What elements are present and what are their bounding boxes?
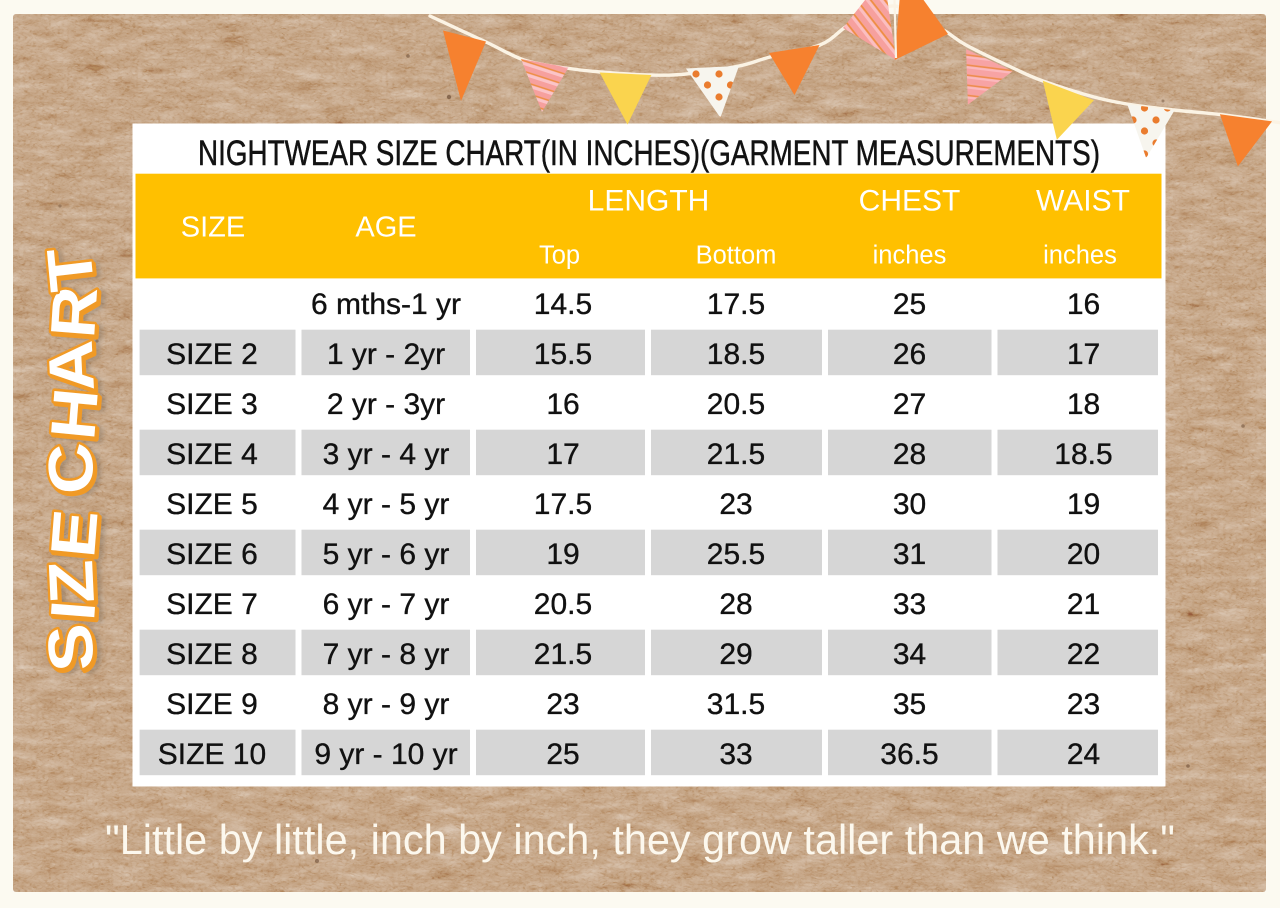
svg-text:25: 25 — [546, 738, 579, 771]
svg-text:WAIST: WAIST — [1036, 185, 1130, 218]
svg-text:33: 33 — [719, 738, 752, 771]
svg-text:1 yr - 2yr: 1 yr - 2yr — [327, 338, 445, 371]
svg-text:25: 25 — [893, 288, 926, 321]
svg-text:SIZE 9: SIZE 9 — [166, 688, 258, 721]
svg-text:7 yr - 8 yr: 7 yr - 8 yr — [323, 638, 450, 671]
svg-text:20: 20 — [1067, 538, 1100, 571]
svg-text:4 yr - 5 yr: 4 yr - 5 yr — [323, 488, 450, 521]
svg-text:31: 31 — [893, 538, 926, 571]
svg-text:17.5: 17.5 — [707, 288, 765, 321]
svg-text:SIZE 4: SIZE 4 — [166, 438, 258, 471]
svg-text:CHEST: CHEST — [859, 185, 961, 218]
svg-text:2 yr - 3yr: 2 yr - 3yr — [327, 388, 445, 421]
svg-text:27: 27 — [893, 388, 926, 421]
svg-text:5 yr - 6 yr: 5 yr - 6 yr — [323, 538, 450, 571]
svg-text:33: 33 — [893, 588, 926, 621]
svg-text:Top: Top — [539, 242, 580, 270]
svg-text:17.5: 17.5 — [534, 488, 592, 521]
svg-text:18: 18 — [1067, 388, 1100, 421]
svg-text:20.5: 20.5 — [707, 388, 765, 421]
svg-text:36.5: 36.5 — [880, 738, 938, 771]
svg-text:15.5: 15.5 — [534, 338, 592, 371]
svg-text:29: 29 — [719, 638, 752, 671]
svg-text:31.5: 31.5 — [707, 688, 765, 721]
svg-text:Bottom: Bottom — [696, 242, 777, 270]
svg-text:24: 24 — [1067, 738, 1100, 771]
svg-text:9 yr - 10 yr: 9 yr - 10 yr — [314, 738, 457, 771]
svg-text:17: 17 — [1067, 338, 1100, 371]
svg-text:SIZE 5: SIZE 5 — [166, 488, 258, 521]
svg-text:23: 23 — [546, 688, 579, 721]
svg-text:SIZE 8: SIZE 8 — [166, 638, 258, 671]
svg-text:6 mths-1 yr: 6 mths-1 yr — [311, 288, 461, 321]
svg-text:SIZE 3: SIZE 3 — [166, 388, 258, 421]
svg-text:LENGTH: LENGTH — [588, 185, 710, 218]
svg-text:26: 26 — [893, 338, 926, 371]
svg-text:28: 28 — [893, 438, 926, 471]
svg-text:14.5: 14.5 — [534, 288, 592, 321]
svg-text:SIZE 7: SIZE 7 — [166, 588, 258, 621]
svg-text:21.5: 21.5 — [534, 638, 592, 671]
svg-text:16: 16 — [1067, 288, 1100, 321]
svg-text:6 yr - 7 yr: 6 yr - 7 yr — [323, 588, 450, 621]
svg-text:SIZE 6: SIZE 6 — [166, 538, 258, 571]
svg-text:25.5: 25.5 — [707, 538, 765, 571]
svg-text:AGE: AGE — [355, 212, 416, 244]
svg-text:30: 30 — [893, 488, 926, 521]
svg-text:18.5: 18.5 — [1054, 438, 1112, 471]
svg-text:SIZE 2: SIZE 2 — [166, 338, 258, 371]
svg-text:34: 34 — [893, 638, 926, 671]
svg-text:19: 19 — [1067, 488, 1100, 521]
svg-text:28: 28 — [719, 588, 752, 621]
svg-text:17: 17 — [546, 438, 579, 471]
svg-text:inches: inches — [873, 242, 947, 270]
svg-text:20.5: 20.5 — [534, 588, 592, 621]
svg-text:SIZE CHART: SIZE CHART — [34, 244, 113, 674]
svg-text:NIGHTWEAR SIZE CHART(IN INCHES: NIGHTWEAR SIZE CHART(IN INCHES)(GARMENT … — [198, 134, 1100, 173]
svg-text:SIZE 10: SIZE 10 — [158, 738, 266, 771]
svg-text:18.5: 18.5 — [707, 338, 765, 371]
svg-text:8 yr - 9 yr: 8 yr - 9 yr — [323, 688, 450, 721]
svg-text:22: 22 — [1067, 638, 1100, 671]
svg-text:inches: inches — [1043, 242, 1117, 270]
svg-text:23: 23 — [719, 488, 752, 521]
svg-text:3 yr - 4 yr: 3 yr - 4 yr — [323, 438, 450, 471]
svg-text:23: 23 — [1067, 688, 1100, 721]
svg-text:19: 19 — [546, 538, 579, 571]
svg-text:SIZE: SIZE — [181, 212, 245, 244]
svg-text:35: 35 — [893, 688, 926, 721]
svg-text:21: 21 — [1067, 588, 1100, 621]
svg-text:"Little by little, inch by inc: "Little by little, inch by inch, they gr… — [105, 816, 1175, 863]
svg-text:16: 16 — [546, 388, 579, 421]
svg-text:21.5: 21.5 — [707, 438, 765, 471]
